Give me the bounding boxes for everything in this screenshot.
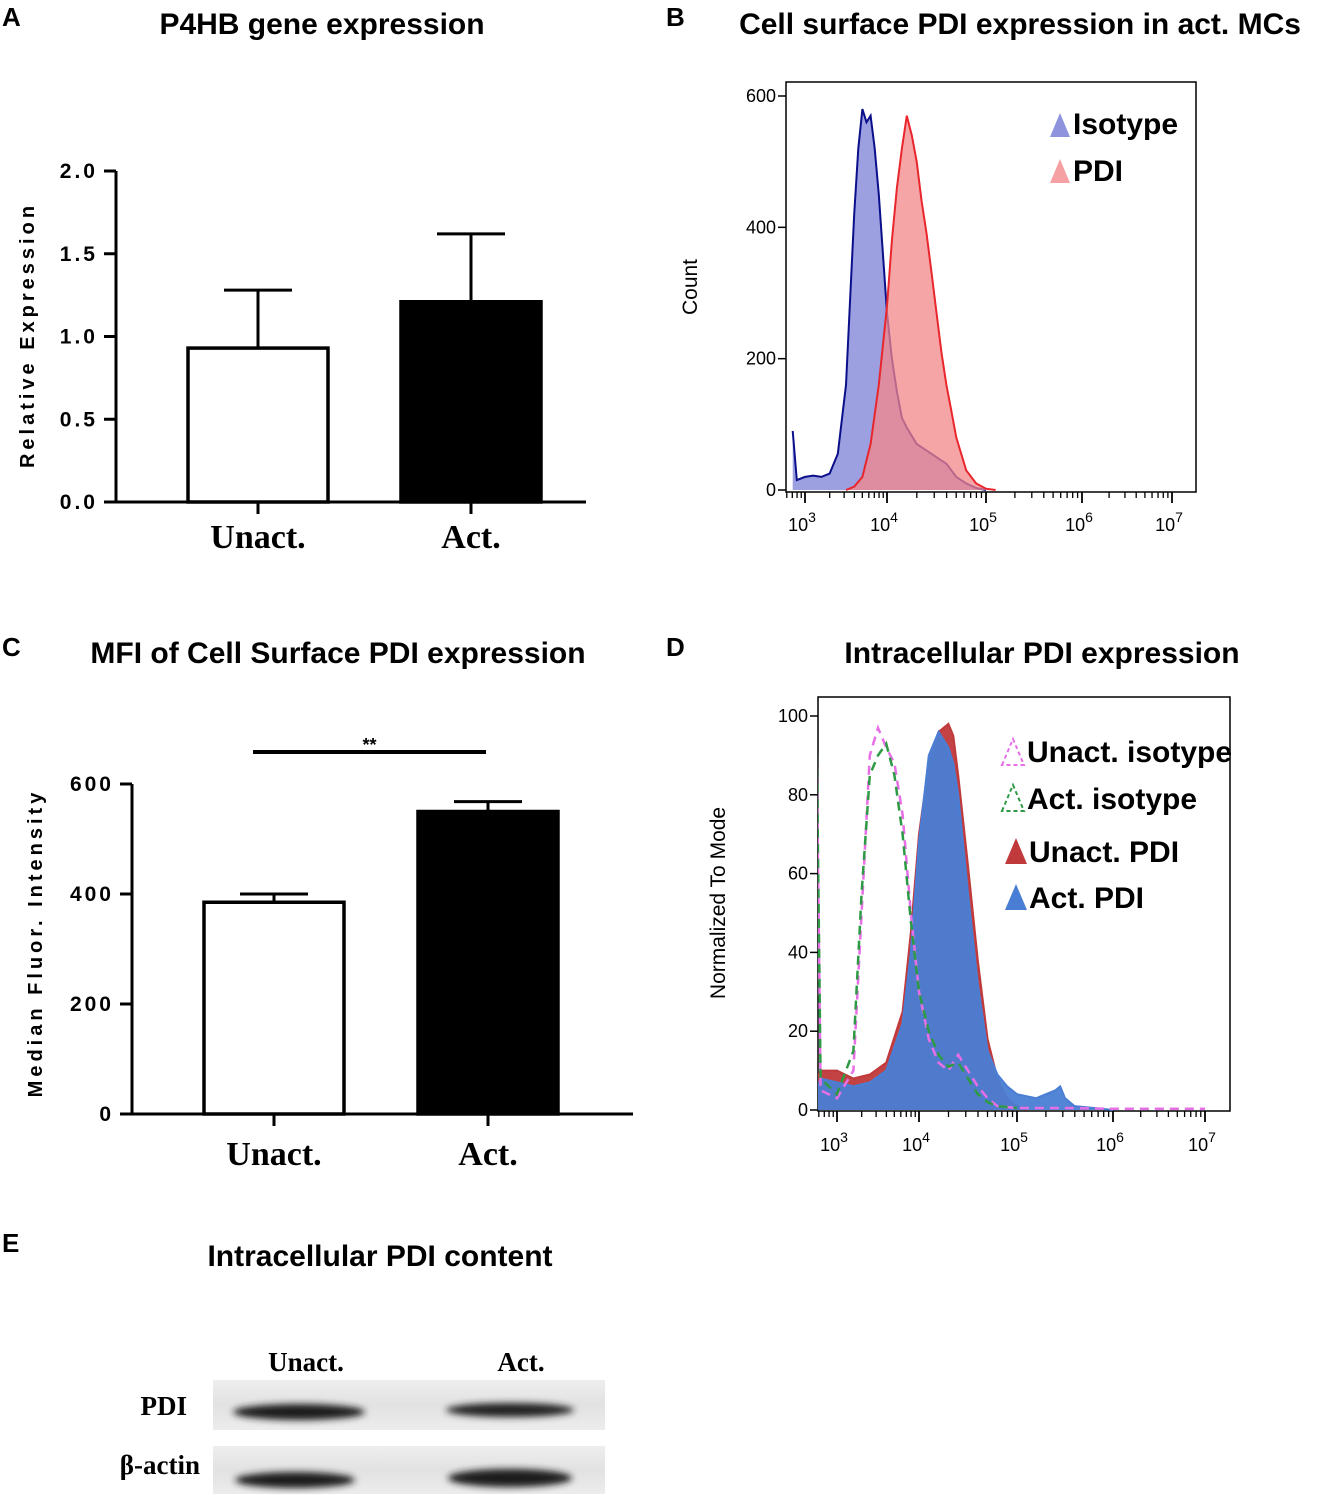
- panel-d-y-label: Normalized To Mode: [707, 807, 730, 999]
- y-tick-label: 0: [798, 1100, 808, 1120]
- legend-unact-isotype-label: Unact. isotype: [1027, 736, 1232, 769]
- legend-act-pdi-icon: [1005, 884, 1027, 910]
- blot-row-beta-actin: β-actin: [120, 1450, 200, 1480]
- legend-unact-isotype-icon: [1000, 736, 1026, 766]
- legend-isotype-label: Isotype: [1073, 108, 1178, 141]
- x-tick-label: 107: [1188, 1129, 1216, 1155]
- significance-label: **: [362, 735, 376, 755]
- legend-act-pdi-label: Act. PDI: [1029, 882, 1144, 915]
- x-tick-label: 104: [902, 1129, 930, 1155]
- panel-label-c: C: [2, 632, 21, 662]
- y-tick-label: 0.5: [60, 408, 98, 431]
- panel-c-plot: 0 200 400 600 Unact. Act. **: [70, 735, 633, 1173]
- series-unact-isotype-line: [818, 724, 1205, 1111]
- series-act-pdi-area: [818, 731, 1113, 1110]
- legend-pdi-label: PDI: [1073, 155, 1123, 188]
- bar-act: [416, 809, 560, 1116]
- series-group: [818, 722, 1205, 1111]
- blot-band-pdi-unact: [233, 1404, 365, 1420]
- plot-frame: [785, 81, 1197, 493]
- panel-e: E Intracellular PDI content Unact. Act. …: [2, 1228, 605, 1494]
- panel-e-title: Intracellular PDI content: [207, 1240, 552, 1273]
- series-act-pdi-line: [818, 729, 1114, 1111]
- legend-unact-pdi-label: Unact. PDI: [1029, 836, 1179, 869]
- x-tick-label: 103: [788, 509, 816, 535]
- panel-a-plot: 0.0 0.5 1.0 1.5 2.0 Unact. Act.: [60, 160, 586, 556]
- series-pdi-line: [845, 115, 996, 491]
- x-tick-label: 107: [1155, 509, 1183, 535]
- panel-a: A P4HB gene expression Relative Expressi…: [2, 2, 586, 556]
- y-tick-label: 40: [788, 942, 808, 962]
- y-tick-label: 0: [766, 480, 776, 500]
- legend-pdi-icon: [1050, 159, 1070, 183]
- series-group: [791, 108, 996, 491]
- panel-b-legend: Isotype PDI: [1050, 108, 1178, 188]
- y-tick-label: 1.5: [60, 243, 98, 266]
- panel-a-y-label: Relative Expression: [17, 202, 39, 468]
- y-tick-label: 200: [70, 993, 114, 1016]
- blot-band-actin-act: [448, 1469, 572, 1487]
- legend-act-isotype-label: Act. isotype: [1027, 783, 1197, 816]
- panel-b-plot: 0 200 400 600 103 104 105 106 107: [746, 81, 1197, 535]
- panel-d-legend: Unact. isotype Act. isotype Unact. PDI A…: [1000, 736, 1232, 915]
- panel-b-y-label: Count: [679, 259, 702, 315]
- legend-act-isotype-icon: [1000, 782, 1026, 812]
- y-tick-label: 60: [788, 864, 808, 884]
- blot-band-pdi-act: [446, 1403, 574, 1417]
- panel-c: C MFI of Cell Surface PDI expression Med…: [2, 632, 633, 1173]
- bar-unact: [202, 900, 346, 1116]
- x-tick-label: Act.: [458, 1136, 517, 1173]
- panel-d-title: Intracellular PDI expression: [844, 637, 1239, 670]
- y-tick-label: 200: [746, 349, 776, 369]
- x-tick-label: 104: [870, 509, 898, 535]
- panel-d-plot: 0 20 40 60 80 100 103 104 105 106 107: [778, 696, 1231, 1155]
- blot-row-pdi: PDI: [141, 1391, 188, 1421]
- panel-label-a: A: [2, 2, 21, 32]
- panel-c-y-label: Median Fluor. Intensity: [25, 789, 47, 1098]
- x-tick-label: Unact.: [210, 519, 305, 556]
- y-tick-label: 0.0: [60, 491, 98, 514]
- y-tick-label: 2.0: [60, 160, 98, 183]
- panel-c-title: MFI of Cell Surface PDI expression: [90, 637, 585, 670]
- legend-isotype-icon: [1050, 113, 1070, 137]
- panel-d: D Intracellular PDI expression Normalize…: [666, 632, 1240, 1155]
- x-tick-label: 105: [1000, 1129, 1028, 1155]
- x-tick-label: 105: [969, 509, 997, 535]
- x-tick-label: Act.: [441, 519, 500, 556]
- panel-label-b: B: [666, 2, 685, 32]
- y-tick-label: 100: [778, 706, 808, 726]
- x-tick-label: 106: [1096, 1129, 1124, 1155]
- blot-band-actin-unact: [235, 1472, 355, 1488]
- y-tick-label: 400: [70, 883, 114, 906]
- bar-unact: [186, 346, 330, 504]
- y-tick-label: 20: [788, 1021, 808, 1041]
- x-tick-label: 103: [820, 1129, 848, 1155]
- x-tick-label: 106: [1065, 509, 1093, 535]
- y-tick-label: 400: [746, 217, 776, 237]
- bar-act: [399, 299, 543, 504]
- panel-b: B Cell surface PDI expression in act. MC…: [666, 2, 1301, 535]
- panel-label-e: E: [2, 1228, 19, 1258]
- blot-lane-act: Act.: [497, 1347, 544, 1377]
- panel-label-d: D: [666, 632, 685, 662]
- y-tick-label: 600: [746, 86, 776, 106]
- panel-b-title: Cell surface PDI expression in act. MCs: [739, 8, 1301, 41]
- legend-unact-pdi-icon: [1005, 838, 1027, 864]
- x-tick-label: Unact.: [226, 1136, 321, 1173]
- series-pdi-area: [846, 115, 996, 490]
- y-tick-label: 0: [99, 1103, 114, 1126]
- blot-lane-unact: Unact.: [268, 1347, 344, 1377]
- y-tick-label: 80: [788, 785, 808, 805]
- y-tick-label: 600: [70, 773, 114, 796]
- panel-a-title: P4HB gene expression: [159, 8, 484, 41]
- y-tick-label: 1.0: [60, 326, 98, 349]
